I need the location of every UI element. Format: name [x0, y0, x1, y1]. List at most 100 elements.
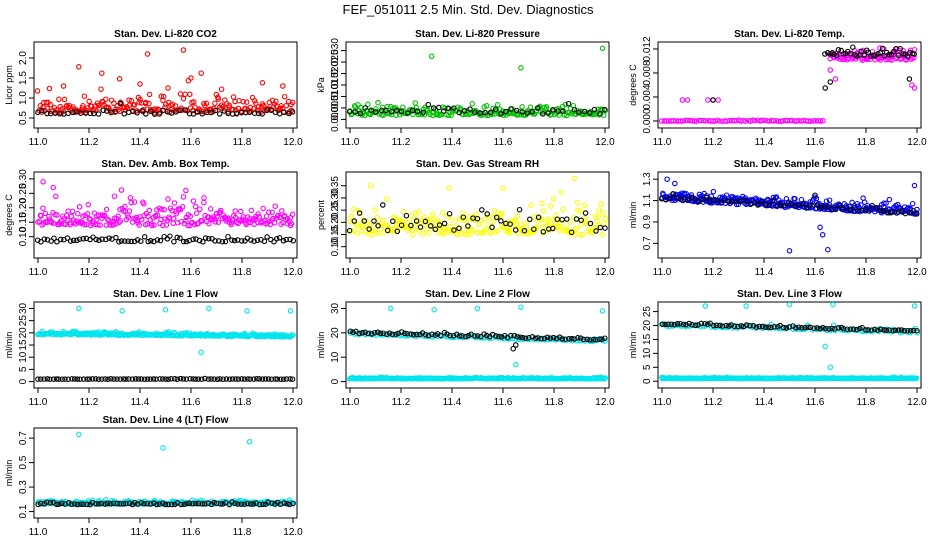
data-point: [535, 214, 542, 221]
data-point: [474, 333, 481, 339]
data-point: [241, 501, 248, 507]
data-point: [374, 214, 381, 221]
data-point: [180, 47, 187, 53]
data-point: [255, 211, 261, 217]
chart-title: Stan. Dev. Li-820 Temp.: [734, 29, 845, 40]
data-point: [788, 201, 795, 207]
data-point: [723, 192, 730, 198]
x-tick-label: 11.4: [131, 527, 150, 538]
data-point: [680, 321, 687, 328]
data-point: [569, 335, 575, 342]
plot-frame: [345, 171, 610, 259]
data-point: [483, 103, 490, 109]
data-point: [102, 501, 108, 507]
data-point: [80, 376, 87, 382]
data-point: [560, 108, 566, 114]
x-tick-label: 11.0: [29, 527, 48, 538]
data-point: [518, 222, 524, 228]
data-point: [211, 499, 217, 506]
y-tick-label: 0.10: [18, 226, 29, 246]
data-point: [898, 327, 905, 333]
data-point: [374, 229, 380, 235]
data-point: [260, 501, 266, 508]
y-tick-label: 30: [18, 302, 29, 314]
data-point: [56, 501, 62, 507]
data-point: [599, 308, 606, 314]
data-point: [382, 222, 389, 229]
chart-panel-3: Stan. Dev. Li-820 Temp. 11.0 11.2 11.4 11.6 1…: [628, 29, 927, 148]
data-point: [822, 51, 828, 57]
data-points: [35, 305, 296, 382]
data-point: [428, 53, 435, 60]
data-point: [268, 217, 275, 223]
data-point: [137, 81, 143, 87]
data-point: [230, 94, 237, 100]
data-point: [113, 220, 119, 227]
data-point: [702, 303, 709, 309]
data-point: [143, 111, 149, 117]
data-point: [594, 218, 600, 225]
data-point: [565, 100, 572, 107]
data-point: [427, 223, 434, 229]
data-point: [113, 234, 119, 241]
data-point: [150, 376, 157, 382]
data-point: [115, 213, 121, 219]
data-point: [493, 214, 500, 221]
data-point: [46, 85, 53, 92]
data-point: [254, 375, 260, 382]
data-point: [513, 342, 519, 348]
data-point: [724, 118, 730, 124]
data-point: [578, 217, 584, 224]
data-point: [510, 345, 516, 352]
data-point: [414, 331, 420, 338]
data-point: [881, 327, 887, 333]
data-point: [143, 99, 149, 106]
data-point: [402, 330, 408, 337]
x-tick-label: 12.0: [907, 397, 927, 408]
data-point: [273, 236, 280, 242]
data-point: [265, 499, 272, 506]
data-point: [279, 208, 285, 214]
data-point: [409, 231, 416, 238]
data-point: [93, 236, 99, 243]
data-point: [545, 110, 551, 116]
data-point: [245, 376, 251, 382]
data-point: [484, 211, 490, 217]
data-point: [280, 238, 287, 244]
data-point: [259, 376, 266, 382]
data-point: [682, 117, 688, 124]
data-point: [38, 212, 44, 219]
y-tick-label: 0.005: [330, 95, 341, 120]
data-point: [855, 207, 861, 213]
data-point: [446, 185, 452, 191]
data-point: [96, 501, 102, 507]
data-point: [138, 376, 145, 382]
y-tick-label: 0.3: [18, 480, 29, 494]
chart-title: Stan. Dev. Line 2 Flow: [425, 289, 530, 300]
data-point: [377, 330, 384, 337]
chart-panel-1: Stan. Dev. Li-820 CO2 11.0 11.2 11.4 11.6 11.…: [4, 29, 303, 148]
x-tick-label: 11.6: [806, 137, 825, 148]
data-point: [389, 331, 396, 338]
data-point: [117, 100, 124, 107]
data-point: [581, 202, 588, 209]
data-point: [447, 332, 453, 339]
data-point: [602, 375, 609, 381]
data-point: [84, 376, 90, 382]
data-point: [540, 208, 547, 214]
data-point: [822, 325, 829, 332]
data-point: [519, 104, 525, 110]
data-point: [95, 222, 101, 228]
data-point: [595, 213, 602, 220]
data-point: [61, 96, 68, 103]
data-point: [42, 210, 49, 217]
data-point: [56, 96, 62, 103]
data-point: [201, 501, 208, 507]
data-point: [194, 109, 201, 115]
x-tick-label: 12.0: [907, 267, 927, 278]
data-point: [375, 223, 381, 229]
data-point: [173, 210, 180, 217]
x-tick-label: 11.4: [755, 397, 774, 408]
data-point: [103, 206, 110, 213]
data-point: [689, 321, 695, 328]
